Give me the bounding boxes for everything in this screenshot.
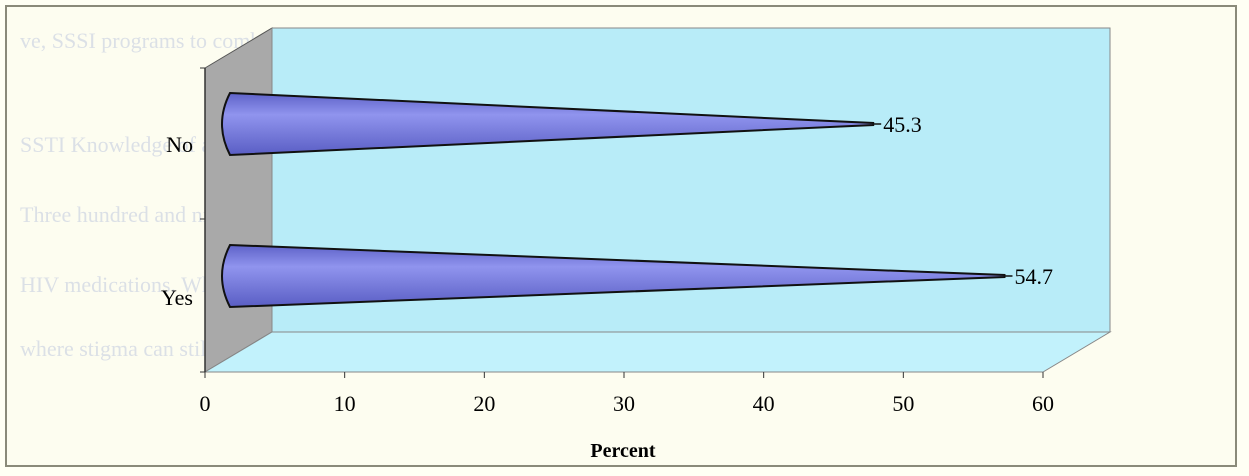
x-tick-label: 0: [200, 391, 211, 416]
category-label: No: [166, 132, 193, 157]
floor: [203, 331, 1112, 373]
x-tick-label: 50: [892, 391, 914, 416]
x-tick-label: 10: [334, 391, 356, 416]
value-label: 54.7: [1014, 264, 1053, 289]
x-tick-label: 40: [753, 391, 775, 416]
side-wall: [204, 27, 273, 373]
bar-no: [221, 91, 875, 157]
x-axis-ticks: 0 10 20 30 40 50 60: [200, 372, 1054, 416]
category-label: Yes: [161, 285, 193, 310]
bar-yes: [221, 243, 1006, 309]
x-tick-label: 60: [1032, 391, 1054, 416]
x-tick-label: 20: [473, 391, 495, 416]
value-label: 45.3: [883, 112, 922, 137]
x-axis-title: Percent: [590, 440, 655, 462]
category-labels: No Yes: [161, 132, 193, 310]
value-labels: 45.3 54.7: [883, 112, 1053, 289]
x-tick-label: 30: [613, 391, 635, 416]
bars: [221, 91, 1013, 309]
